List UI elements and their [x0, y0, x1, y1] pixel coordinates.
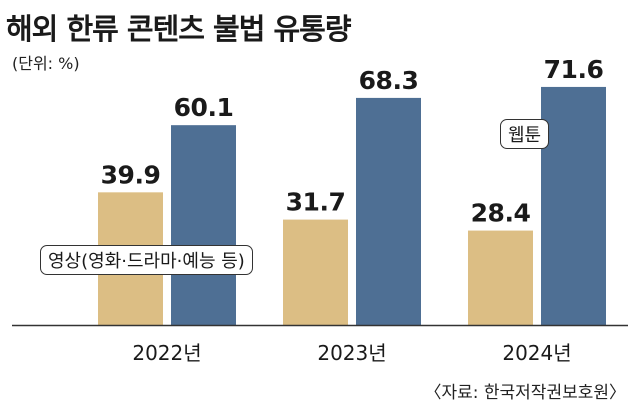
- x-tick-label-2: 2023년: [317, 341, 386, 365]
- chart-title: 해외 한류 콘텐츠 불법 유통량: [6, 12, 352, 46]
- unit-label: (단위: %): [12, 54, 80, 73]
- bar-video-3: [468, 230, 533, 325]
- value-label-webtoon-3: 71.6: [544, 55, 604, 84]
- value-label-video-2: 31.7: [286, 188, 346, 217]
- source-note: 〈자료: 한국저작권보호원〉: [424, 383, 626, 403]
- value-label-video-3: 28.4: [471, 199, 531, 228]
- value-label-webtoon-1: 60.1: [174, 93, 234, 122]
- bar-webtoon-1: [171, 125, 236, 325]
- value-label-video-1: 39.9: [101, 160, 161, 189]
- bar-webtoon-3: [541, 86, 606, 326]
- value-label-webtoon-2: 68.3: [359, 66, 419, 95]
- legend-video: 영상(영화·드라마·예능 등): [40, 245, 253, 275]
- legend-webtoon: 웹툰: [500, 119, 550, 149]
- x-tick-label-1: 2022년: [132, 341, 201, 365]
- bar-webtoon-2: [356, 97, 421, 325]
- bar-video-2: [283, 219, 348, 325]
- x-tick-label-3: 2024년: [502, 341, 571, 365]
